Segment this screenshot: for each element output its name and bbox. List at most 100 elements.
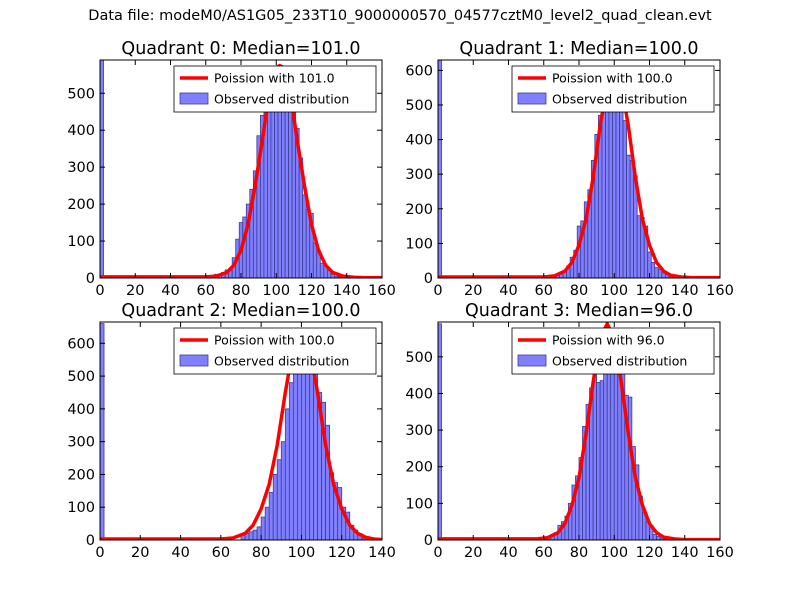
histogram-bar xyxy=(619,104,624,278)
quadrant-3-title: Quadrant 3: Median=96.0 xyxy=(465,301,693,321)
histogram-bar xyxy=(256,526,262,540)
x-tick-label: 20 xyxy=(126,283,144,299)
quadrant-0-title: Quadrant 0: Median=101.0 xyxy=(121,39,360,59)
histogram-bar xyxy=(656,535,661,540)
x-tick-label: 80 xyxy=(232,283,250,299)
y-tick-label: 300 xyxy=(405,423,433,439)
y-tick-label: 100 xyxy=(67,234,95,250)
histogram-bar xyxy=(272,474,278,540)
histogram-bar xyxy=(284,408,290,540)
histogram-bar xyxy=(319,262,325,278)
histogram-bar xyxy=(252,529,258,540)
histogram-bar xyxy=(610,347,615,540)
quadrant-2-title: Quadrant 2: Median=100.0 xyxy=(121,301,360,321)
x-tick-label: 40 xyxy=(499,283,517,299)
legend-box xyxy=(511,327,715,375)
histogram-bar xyxy=(622,120,627,278)
x-tick-label: 140 xyxy=(333,283,361,299)
x-tick-label: 140 xyxy=(671,283,699,299)
x-tick-label: 160 xyxy=(368,283,396,299)
legend-label-poisson: Poission with 100.0 xyxy=(552,71,673,86)
quadrant-1-legend: Poission with 100.0 Observed distribution xyxy=(511,65,715,113)
histogram-bar xyxy=(264,506,270,540)
histogram-bar xyxy=(280,441,286,540)
x-tick-label: 160 xyxy=(706,283,734,299)
x-tick-label: 0 xyxy=(95,545,104,561)
y-tick-label: 0 xyxy=(86,533,95,549)
x-tick-label: 80 xyxy=(570,545,588,561)
quadrant-1-panel: Quadrant 1: Median=100.0 0 20 40 60 80 100 120 1… xyxy=(405,39,734,299)
y-tick-label: 600 xyxy=(67,336,95,352)
histogram-bar xyxy=(613,367,619,540)
legend-bar-swatch xyxy=(179,354,209,367)
x-tick-label: 60 xyxy=(535,545,553,561)
quadrant-2-bars xyxy=(100,323,371,540)
histogram-bar xyxy=(330,273,335,278)
histogram-bar xyxy=(292,360,298,540)
quadrant-3-legend: Poission with 96.0 Observed distribution xyxy=(511,327,715,375)
histogram-bar xyxy=(276,459,282,540)
legend-label-observed: Observed distribution xyxy=(214,92,349,107)
x-tick-label: 80 xyxy=(252,545,270,561)
histogram-bar xyxy=(599,380,605,540)
histogram-bar xyxy=(654,267,659,278)
histogram-bar xyxy=(268,492,274,540)
x-tick-label: 160 xyxy=(706,545,734,561)
quadrant-0-legend: Poission with 101.0 Observed distribution xyxy=(173,65,377,113)
y-tick-label: 0 xyxy=(86,271,95,287)
x-tick-label: 100 xyxy=(600,283,628,299)
x-tick-label: 0 xyxy=(433,283,442,299)
x-tick-label: 20 xyxy=(131,545,149,561)
figure-title: Data file: modeM0/AS1G05_233T10_90000005… xyxy=(88,8,712,24)
y-tick-label: 200 xyxy=(67,467,95,483)
y-tick-label: 500 xyxy=(405,98,433,114)
legend-label-poisson: Poission with 96.0 xyxy=(552,333,665,348)
histogram-bar xyxy=(100,60,104,278)
x-tick-label: 0 xyxy=(95,283,104,299)
legend-label-observed: Observed distribution xyxy=(552,354,687,369)
y-tick-label: 300 xyxy=(67,160,95,176)
x-tick-label: 60 xyxy=(197,283,215,299)
y-tick-label: 100 xyxy=(405,496,433,512)
histogram-bar xyxy=(248,531,254,540)
y-tick-label: 300 xyxy=(67,435,95,451)
x-tick-label: 40 xyxy=(161,283,179,299)
x-tick-label: 20 xyxy=(464,545,482,561)
legend-label-poisson: Poission with 100.0 xyxy=(214,333,335,348)
quadrant-2-legend: Poission with 100.0 Observed distribution xyxy=(173,327,377,375)
histogram-bar xyxy=(636,215,642,278)
histogram-bar xyxy=(100,323,105,540)
x-tick-label: 140 xyxy=(368,545,396,561)
histogram-bar xyxy=(288,382,294,540)
x-tick-label: 60 xyxy=(212,545,230,561)
y-tick-label: 100 xyxy=(405,236,433,252)
histogram-bar xyxy=(612,89,617,278)
histogram-bar xyxy=(650,262,656,278)
y-tick-label: 200 xyxy=(405,460,433,476)
x-tick-label: 60 xyxy=(535,283,553,299)
histogram-bar xyxy=(302,194,307,278)
y-tick-label: 400 xyxy=(67,402,95,418)
x-tick-label: 120 xyxy=(328,545,356,561)
histogram-bar xyxy=(301,352,306,540)
y-tick-label: 200 xyxy=(67,197,95,213)
histogram-bar xyxy=(652,534,657,540)
y-tick-label: 0 xyxy=(424,533,433,549)
x-tick-label: 120 xyxy=(636,545,664,561)
x-tick-label: 40 xyxy=(171,545,189,561)
legend-bar-swatch xyxy=(517,354,547,367)
histogram-bar xyxy=(438,323,442,540)
y-tick-label: 400 xyxy=(405,386,433,402)
histogram-bar xyxy=(260,516,266,540)
legend-bar-swatch xyxy=(517,92,547,105)
x-tick-label: 120 xyxy=(298,283,326,299)
y-tick-label: 0 xyxy=(424,271,433,287)
x-tick-label: 120 xyxy=(636,283,664,299)
legend-label-poisson: Poission with 101.0 xyxy=(214,71,335,86)
x-tick-label: 20 xyxy=(464,283,482,299)
quadrant-1-bars xyxy=(438,60,687,278)
histogram-bar xyxy=(288,92,293,278)
x-tick-label: 40 xyxy=(499,545,517,561)
y-tick-label: 200 xyxy=(405,202,433,218)
